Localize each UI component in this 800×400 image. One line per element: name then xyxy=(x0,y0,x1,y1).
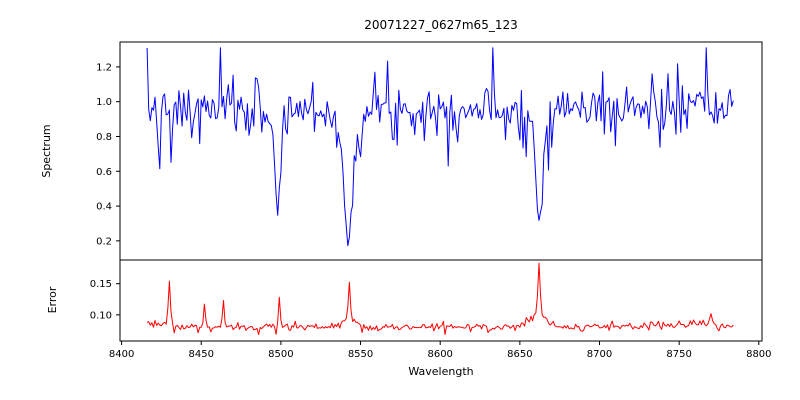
x-tick-label: 8600 xyxy=(427,349,452,360)
error-y-tick-label: 0.15 xyxy=(90,279,112,290)
x-tick-label: 8800 xyxy=(746,349,771,360)
error-panel-frame xyxy=(119,259,763,342)
x-tick-label: 8650 xyxy=(507,349,532,360)
spectrum-y-tick-label: 0.2 xyxy=(96,236,112,247)
spectrum-y-axis-label: Spectrum xyxy=(40,124,53,177)
x-tick-label: 8550 xyxy=(348,349,373,360)
x-tick-label: 8750 xyxy=(666,349,691,360)
spectrum-y-tick-label: 0.8 xyxy=(96,132,112,143)
error-y-axis-label: Error xyxy=(46,286,59,313)
spectrum-y-tick-label: 0.6 xyxy=(96,167,112,178)
spectrum-y-tick-label: 1.2 xyxy=(96,62,112,73)
x-tick-label: 8450 xyxy=(189,349,214,360)
error-trace xyxy=(146,262,734,335)
x-axis-label: Wavelength xyxy=(408,365,473,378)
plot-area xyxy=(146,47,734,335)
x-tick-label: 8500 xyxy=(268,349,293,360)
chart-title: 20071227_0627m65_123 xyxy=(364,18,517,32)
x-tick-label: 8400 xyxy=(109,349,134,360)
spectrum-y-tick-label: 1.0 xyxy=(96,97,112,108)
spectrum-y-tick-label: 0.4 xyxy=(96,202,112,213)
spectrum-trace xyxy=(146,47,734,247)
error-y-tick-label: 0.10 xyxy=(90,310,112,321)
spectrum-panel-frame xyxy=(119,41,763,261)
axis-ticks: 0.2 0.4 0.6 0.8 1.0 1.2 0.10 0.15 8400 8450 8500 85… xyxy=(90,62,772,360)
x-tick-label: 8700 xyxy=(587,349,612,360)
